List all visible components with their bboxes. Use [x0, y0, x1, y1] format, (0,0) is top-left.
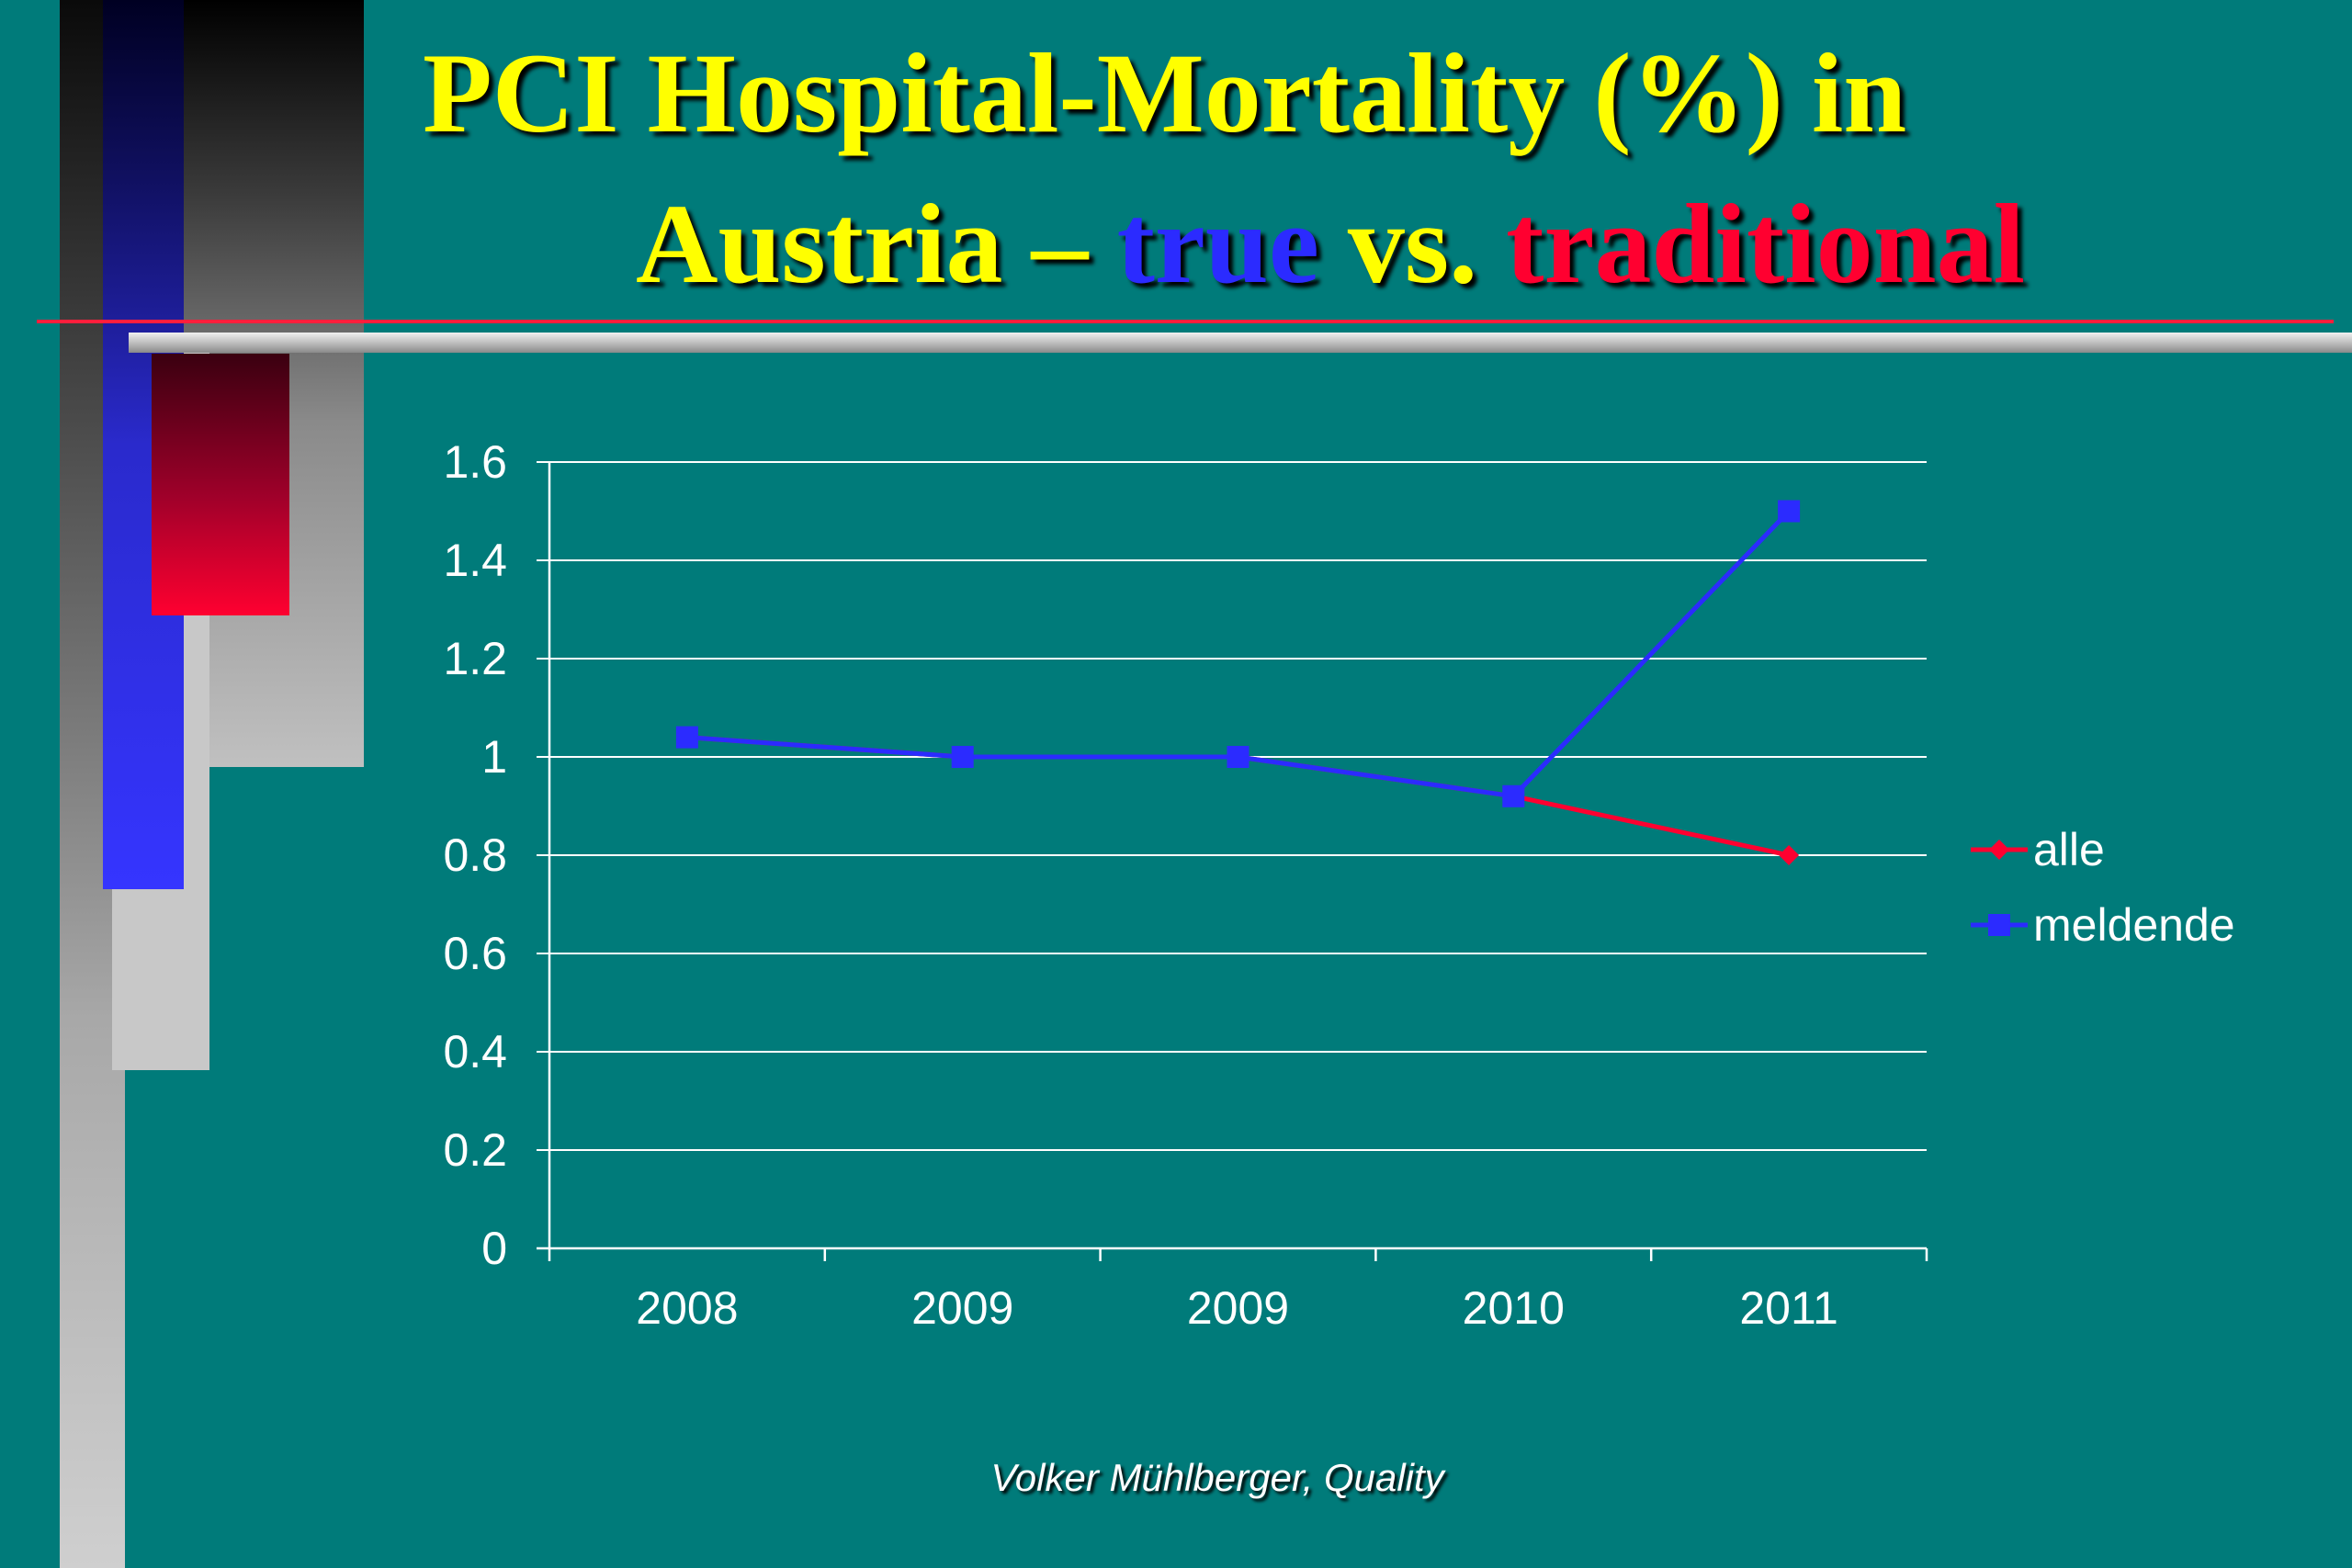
y-tick-label: 1.2 [443, 633, 507, 684]
slide-title: PCI Hospital-Mortality (%) in Austria – … [423, 18, 2260, 320]
x-tick-label: 2011 [1739, 1282, 1838, 1334]
data-point-meldende [951, 746, 974, 768]
legend-item-meldende: meldende [1971, 899, 2235, 951]
decorative-red-line [37, 320, 2334, 323]
y-tick-label: 0 [481, 1223, 507, 1274]
legend-item-alle: alle [1971, 824, 2105, 875]
footer-credit: Volker Mühlberger, Quality [990, 1456, 1444, 1499]
title-line-2: Austria – true vs. traditional [423, 169, 2260, 320]
x-tick-label: 2008 [636, 1282, 738, 1334]
legend-swatch-marker [1989, 840, 2009, 860]
x-tick-label: 2010 [1463, 1282, 1565, 1334]
title-true: true [1116, 181, 1319, 307]
series-meldende [675, 500, 1801, 807]
data-point-meldende [1227, 746, 1250, 768]
y-tick-label: 0.4 [443, 1026, 507, 1077]
title-line-1: PCI Hospital-Mortality (%) in [423, 30, 1907, 156]
title-austria: Austria – [636, 181, 1117, 307]
chart-series [675, 500, 1801, 865]
legend-label: alle [2033, 824, 2105, 875]
y-tick-label: 0.6 [443, 928, 507, 979]
decorative-red-block [152, 354, 289, 615]
y-tick-label: 0.8 [443, 829, 507, 881]
data-point-meldende [675, 726, 698, 749]
title-vs: vs. [1318, 181, 1507, 307]
data-point-meldende [1778, 500, 1801, 523]
legend-swatch-marker [1988, 914, 2010, 936]
decorative-gray-rule [129, 333, 2352, 353]
chart-legend: alle meldende [1971, 824, 2235, 951]
legend-label: meldende [2033, 899, 2235, 951]
x-tick-label: 2009 [1187, 1282, 1289, 1334]
y-tick-label: 1 [481, 731, 507, 783]
title-traditional: traditional [1506, 181, 2026, 307]
y-tick-label: 0.2 [443, 1124, 507, 1176]
chart-axes: 0 0.2 0.4 0.6 0.8 1 1.2 1.4 1.6 2008 2009 2009 2010 2… [443, 436, 1928, 1334]
chart-gridlines [537, 461, 1927, 1151]
data-point-alle [1779, 845, 1800, 865]
x-tick-label: 2009 [911, 1282, 1013, 1334]
y-tick-label: 1.4 [443, 535, 507, 586]
y-tick-label: 1.6 [443, 436, 507, 488]
data-point-meldende [1502, 784, 1525, 807]
